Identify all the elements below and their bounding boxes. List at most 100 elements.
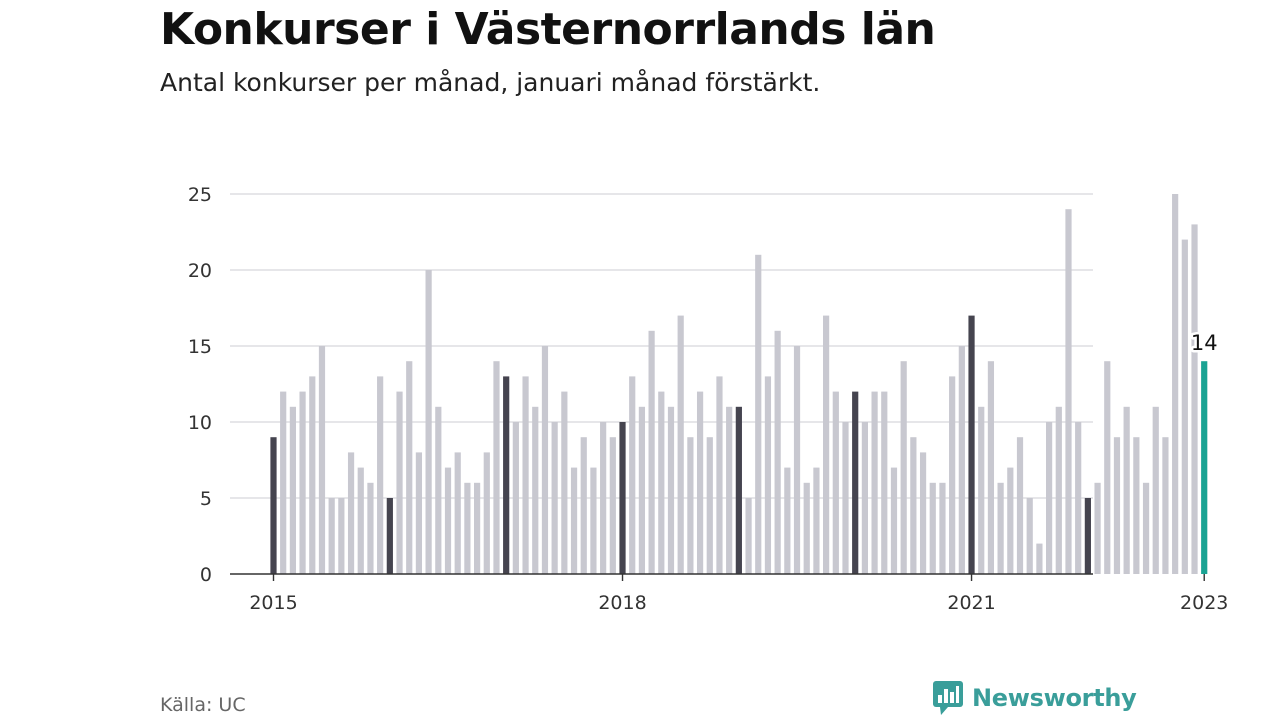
bar-2019-12 — [842, 422, 849, 574]
bar-2021-05 — [1007, 467, 1014, 574]
bar-2016-10 — [474, 482, 481, 574]
bar-2017-08 — [570, 467, 578, 574]
bar-2019-11 — [832, 391, 839, 574]
bar-2021-09 — [1046, 422, 1053, 574]
bar-2021-08 — [1036, 543, 1043, 574]
y-tick-label: 20 — [188, 260, 212, 282]
x-tick-label: 2021 — [947, 592, 995, 614]
bar-2020-10 — [939, 482, 946, 574]
bar-2022-04 — [1113, 437, 1121, 574]
bar-2020-02 — [861, 422, 868, 574]
bars — [270, 194, 1208, 575]
brand-name: Newsworthy — [972, 684, 1137, 712]
y-tick-label: 5 — [200, 488, 212, 510]
bar-2022-02 — [1094, 482, 1101, 574]
bar-2021-04 — [997, 482, 1004, 574]
bar-2021-12 — [1075, 422, 1082, 574]
bar-2017-01 — [503, 376, 510, 574]
data-label: 14 — [1191, 331, 1218, 355]
bar-2019-07 — [793, 346, 801, 574]
bar-2016-01 — [386, 498, 393, 574]
bar-2017-07 — [561, 391, 568, 574]
bar-2015-04 — [299, 391, 306, 574]
brand-logo: Newsworthy — [932, 680, 1137, 716]
bar-2021-07 — [1026, 498, 1033, 574]
bar-2018-07 — [677, 315, 684, 574]
bar-2016-06 — [435, 406, 442, 574]
bar-2022-07 — [1142, 482, 1150, 574]
bar-2022-09 — [1162, 437, 1169, 574]
bar-2017-03 — [522, 376, 529, 574]
bar-2018-08 — [687, 437, 694, 574]
y-tick-label: 10 — [188, 412, 212, 434]
bar-2019-08 — [803, 482, 810, 574]
bar-2020-05 — [890, 467, 898, 574]
chart-subtitle: Antal konkurser per månad, januari månad… — [160, 68, 821, 97]
bar-2016-12 — [493, 361, 500, 574]
bar-2019-05 — [774, 330, 781, 574]
bar-2022-01 — [1084, 498, 1091, 574]
bar-2020-11 — [949, 376, 956, 574]
bar-2019-04 — [764, 376, 772, 574]
bar-2018-05 — [658, 391, 665, 574]
bar-2016-11 — [483, 452, 490, 574]
bar-2023-01 — [1201, 361, 1208, 574]
x-tick-label: 2018 — [598, 592, 646, 614]
bar-2016-07 — [444, 467, 452, 574]
bar-2022-06 — [1133, 437, 1140, 574]
bar-2016-04 — [415, 452, 423, 574]
bar-2018-04 — [648, 330, 655, 574]
bar-2016-03 — [406, 361, 413, 574]
bar-2015-02 — [280, 391, 287, 574]
bar-2022-08 — [1152, 406, 1159, 574]
chart-title: Konkurser i Västernorrlands län — [160, 4, 936, 55]
y-tick-label: 25 — [188, 184, 212, 206]
bar-2020-01 — [852, 391, 859, 574]
bar-2018-01 — [619, 422, 626, 574]
bar-2015-01 — [270, 437, 277, 574]
bar-2017-06 — [551, 422, 558, 574]
bar-2019-02 — [745, 498, 752, 574]
bar-2015-07 — [328, 498, 335, 574]
bar-2020-09 — [929, 482, 936, 574]
bar-2017-04 — [532, 406, 539, 574]
bar-2017-09 — [580, 437, 587, 574]
axes: 0 5 10 15 20 25 2015 2018 2021 2023 — [188, 184, 1229, 614]
source-note: Källa: UC — [160, 694, 246, 716]
bar-2020-12 — [958, 346, 965, 574]
bar-2017-11 — [600, 422, 607, 574]
bar-2015-11 — [367, 482, 374, 574]
bar-2019-10 — [823, 315, 830, 574]
bar-2022-05 — [1123, 406, 1130, 574]
bar-2020-07 — [910, 437, 917, 574]
bar-2021-03 — [987, 361, 995, 574]
bar-2019-03 — [755, 254, 762, 575]
bar-2016-02 — [396, 391, 403, 574]
bar-2021-06 — [1016, 437, 1024, 574]
bar-2017-02 — [512, 422, 519, 574]
bar-2015-08 — [338, 498, 345, 574]
bar-2016-09 — [464, 482, 471, 574]
bar-2018-06 — [667, 406, 675, 574]
bar-2020-04 — [881, 391, 888, 574]
bar-2019-09 — [813, 467, 820, 574]
bar-2022-11 — [1181, 239, 1188, 574]
bar-2015-09 — [347, 452, 355, 574]
bar-2017-05 — [541, 346, 549, 574]
bar-2020-06 — [900, 361, 907, 574]
bar-2015-03 — [289, 406, 296, 574]
bar-2018-12 — [726, 406, 733, 574]
bar-2015-05 — [309, 376, 316, 574]
bar-2022-03 — [1104, 361, 1111, 574]
bar-2021-02 — [978, 406, 985, 574]
bar-2017-10 — [590, 467, 597, 574]
bar-2018-02 — [629, 376, 636, 574]
bar-2015-06 — [318, 346, 326, 574]
bar-2016-08 — [454, 452, 461, 574]
bar-2016-05 — [425, 270, 432, 574]
bar-2015-10 — [357, 467, 364, 574]
newsworthy-chart-logo-icon — [933, 681, 963, 715]
data-label-halo: 14 — [1191, 331, 1218, 355]
bar-2022-12 — [1191, 224, 1198, 574]
